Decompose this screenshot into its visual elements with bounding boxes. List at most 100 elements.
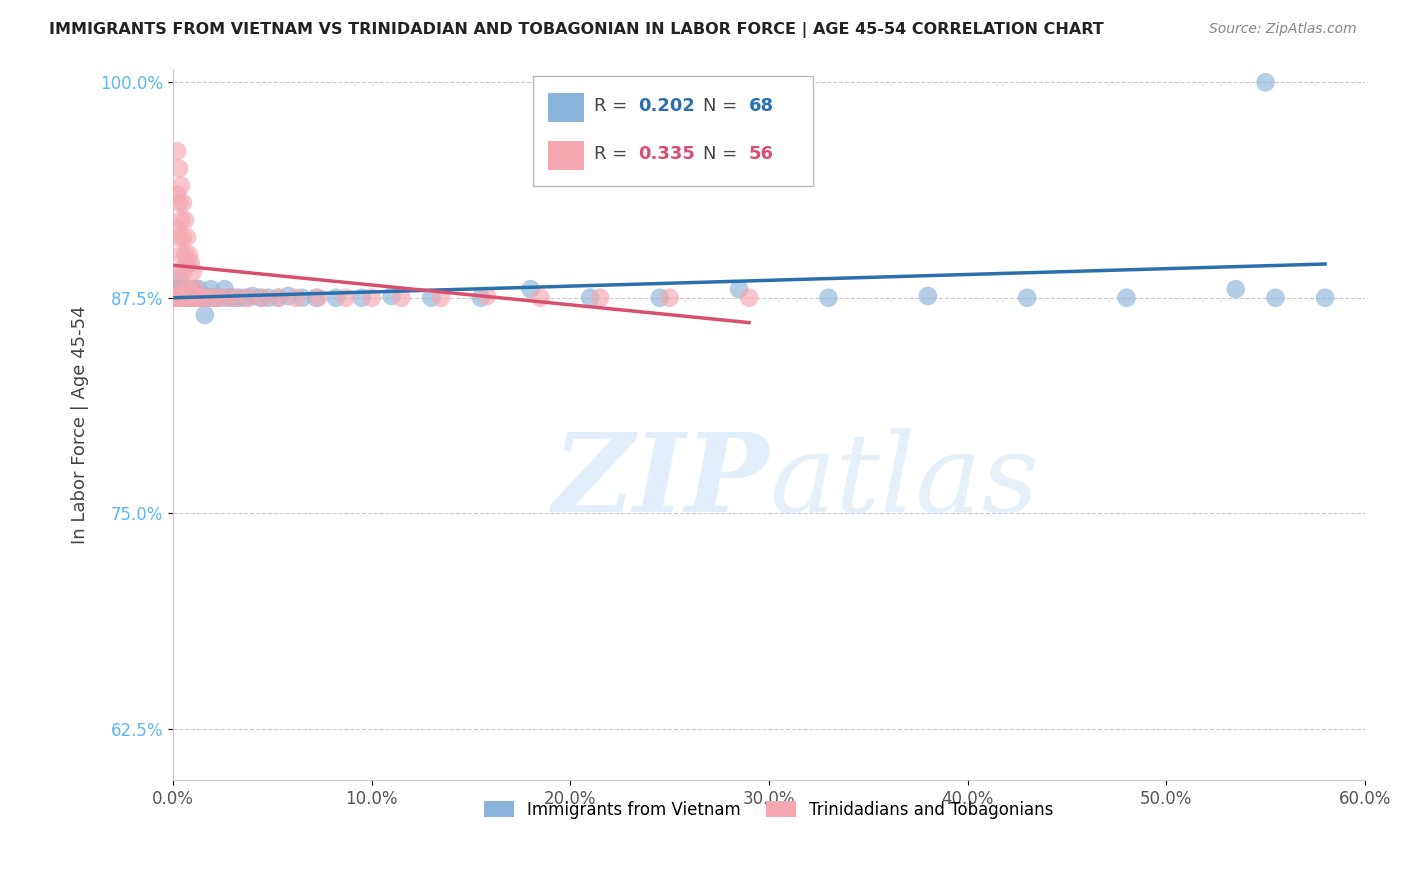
Point	[335, 291, 357, 305]
Legend: Immigrants from Vietnam, Trinidadians and Tobagonians: Immigrants from Vietnam, Trinidadians an…	[478, 794, 1060, 825]
Point	[184, 291, 207, 305]
Point	[218, 291, 240, 305]
Point	[176, 282, 198, 296]
Point	[1254, 75, 1277, 89]
Point	[166, 187, 188, 202]
Bar	[548, 141, 585, 169]
Point	[648, 291, 671, 305]
Point	[176, 256, 198, 270]
Point	[589, 291, 612, 305]
Point	[177, 282, 200, 296]
Point	[166, 291, 188, 305]
Point	[174, 291, 197, 305]
Point	[325, 291, 347, 305]
Point	[166, 282, 188, 296]
Point	[167, 291, 190, 305]
Text: N =: N =	[703, 97, 744, 115]
Point	[165, 291, 187, 305]
Point	[225, 291, 247, 305]
Point	[1017, 291, 1039, 305]
Point	[200, 282, 222, 296]
Point	[177, 247, 200, 261]
Point	[267, 291, 290, 305]
Point	[191, 291, 214, 305]
Point	[228, 291, 250, 305]
Point	[215, 291, 238, 305]
Point	[180, 282, 202, 296]
Point	[170, 291, 193, 305]
Text: 56: 56	[748, 145, 773, 163]
Point	[475, 289, 498, 303]
Point	[170, 291, 193, 305]
Point	[177, 291, 200, 305]
Point	[176, 291, 198, 305]
Point	[391, 291, 413, 305]
Point	[579, 291, 602, 305]
Text: 0.335: 0.335	[638, 145, 695, 163]
Point	[170, 291, 193, 305]
Point	[470, 291, 492, 305]
Point	[170, 282, 193, 296]
Text: 0.202: 0.202	[638, 97, 695, 115]
Point	[172, 291, 194, 305]
Point	[166, 145, 188, 159]
Point	[181, 282, 204, 296]
Point	[430, 291, 453, 305]
Point	[529, 291, 551, 305]
Point	[195, 291, 218, 305]
Bar	[548, 94, 585, 122]
Point	[252, 291, 274, 305]
Point	[172, 282, 194, 296]
Point	[174, 282, 197, 296]
FancyBboxPatch shape	[533, 76, 813, 186]
Point	[380, 289, 402, 303]
Point	[186, 291, 208, 305]
Point	[242, 289, 264, 303]
Point	[194, 308, 217, 322]
Point	[170, 178, 193, 193]
Point	[201, 291, 224, 305]
Point	[350, 291, 373, 305]
Point	[165, 291, 187, 305]
Point	[249, 291, 271, 305]
Point	[190, 291, 212, 305]
Point	[728, 282, 751, 296]
Point	[238, 291, 260, 305]
Point	[277, 289, 299, 303]
Point	[172, 265, 194, 279]
Point	[187, 282, 209, 296]
Point	[166, 291, 188, 305]
Point	[174, 247, 197, 261]
Point	[420, 291, 443, 305]
Point	[165, 291, 187, 305]
Point	[267, 291, 290, 305]
Point	[177, 291, 200, 305]
Text: R =: R =	[593, 97, 633, 115]
Point	[170, 247, 193, 261]
Point	[176, 291, 198, 305]
Text: R =: R =	[593, 145, 633, 163]
Point	[233, 291, 256, 305]
Point	[184, 282, 207, 296]
Point	[180, 291, 202, 305]
Text: ZIP: ZIP	[553, 427, 769, 535]
Point	[166, 222, 188, 236]
Point	[214, 282, 236, 296]
Point	[184, 282, 207, 296]
Point	[167, 282, 190, 296]
Point	[1115, 291, 1137, 305]
Point	[167, 265, 190, 279]
Point	[257, 291, 280, 305]
Point	[519, 282, 541, 296]
Point	[201, 291, 224, 305]
Point	[658, 291, 681, 305]
Y-axis label: In Labor Force | Age 45-54: In Labor Force | Age 45-54	[72, 305, 89, 544]
Text: atlas: atlas	[769, 427, 1039, 535]
Point	[176, 230, 198, 244]
Text: Source: ZipAtlas.com: Source: ZipAtlas.com	[1209, 22, 1357, 37]
Text: 68: 68	[748, 97, 773, 115]
Point	[170, 213, 193, 227]
Point	[307, 291, 329, 305]
Point	[917, 289, 939, 303]
Text: N =: N =	[703, 145, 744, 163]
